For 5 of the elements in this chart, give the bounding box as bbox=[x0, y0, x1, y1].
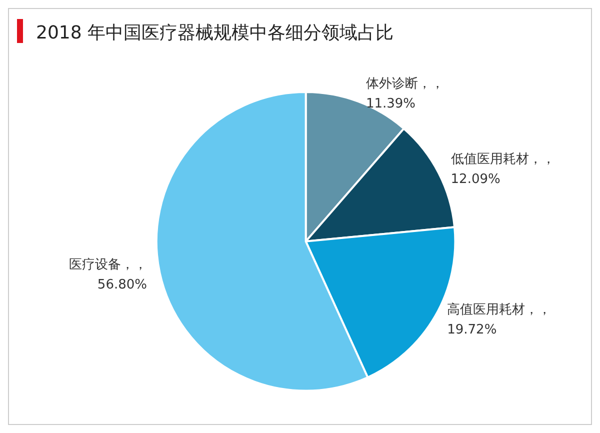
slice-label: 医疗设备，， 56.80% bbox=[69, 257, 147, 292]
slice-label: 高值医用耗材，， 19.72% bbox=[447, 302, 552, 338]
slice-label: 低值医用耗材，， 12.09% bbox=[450, 152, 555, 187]
slice-label: 体外诊断，， 11.39% bbox=[366, 76, 444, 112]
chart-title: 2018 年中国医疗器械规模中各细分领域占比 bbox=[36, 22, 394, 44]
